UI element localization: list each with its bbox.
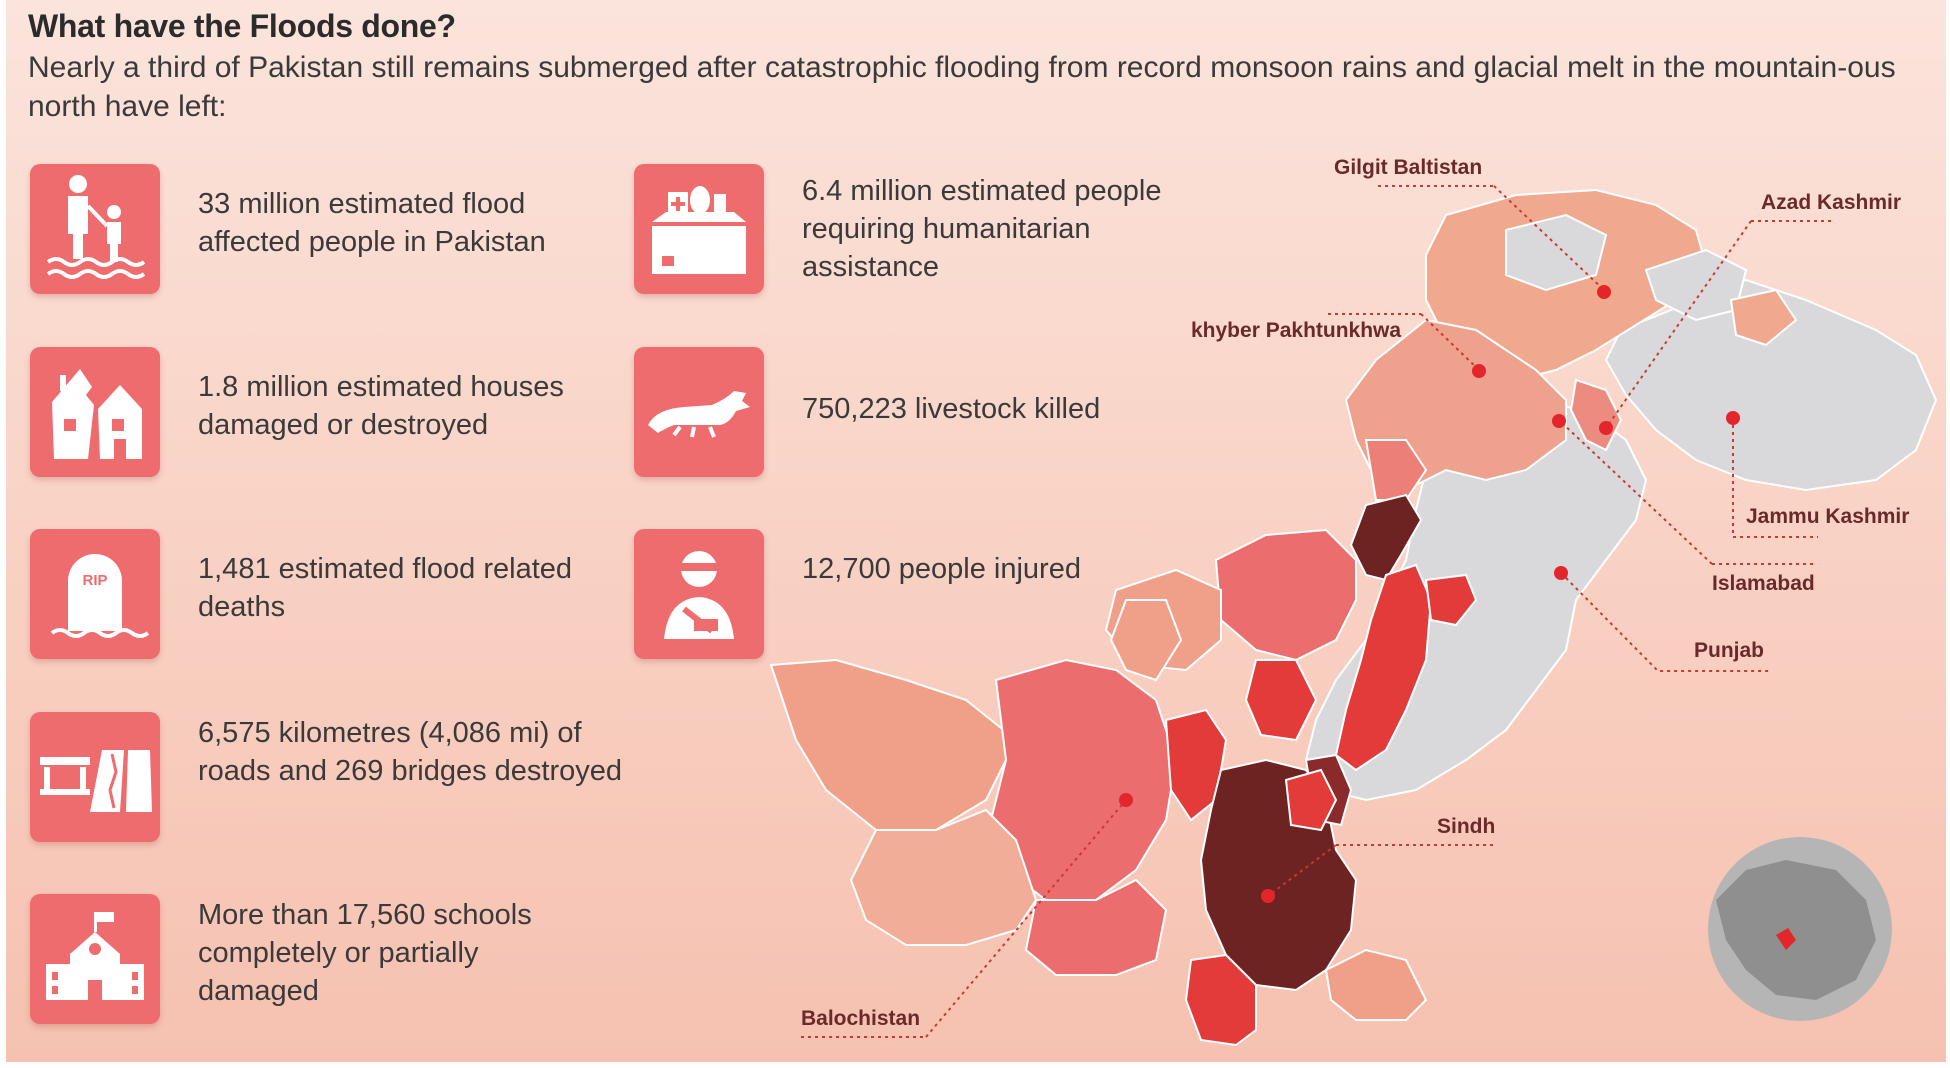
map-region-kp-extreme [1349,493,1423,582]
map-region-severe-east [1424,573,1478,627]
bridge-road-icon [30,712,160,842]
region-label-jammu-kashmir: Jammu Kashmir [1746,505,1909,528]
pin-balochistan [1119,793,1133,807]
map-region-balochistan-northlight [1109,599,1183,682]
infographic: What have the Floods done? Nearly a thir… [6,0,1946,1062]
callout-punjab: Punjab [1554,566,1771,672]
map-region-sindh-south-severe [1184,953,1257,1047]
stat-deaths-text: 1,481 estimated flood related deaths [198,553,573,623]
pin-islamabad [1552,414,1566,428]
map-region-sindh-east-severe [1284,768,1338,832]
map-region-kp-medium [1364,439,1428,501]
school-icon [30,894,160,1024]
stat-houses-text: 1.8 million estimated houses damaged or … [198,371,564,441]
stat-affected-text: 33 million estimated flood affected peop… [198,188,546,258]
aid-box-icon [634,164,764,294]
injured-person-icon [634,529,764,659]
region-label-khyber-pakhtunkhwa: khyber Pakhtunkhwa [1191,319,1401,342]
pin-gilgit-baltistan [1597,285,1611,299]
pin-punjab [1554,566,1568,580]
stat-roads-text: 6,575 kilometres (4,086 mi) of roads and… [198,717,623,787]
callout-khyber-pakhtunkhwa: khyber Pakhtunkhwa [1191,313,1486,378]
callout-sindh: Sindh [1261,815,1497,903]
map-region-balochistan-west [769,658,1018,831]
region-label-islamabad: Islamabad [1712,572,1815,595]
stat-schools-text: More than 17,560 schools completely or p… [198,899,532,1007]
map-region-central-severe [1244,659,1318,742]
map-region-balochistan-coast [1024,878,1168,976]
callout-gilgit-baltistan: Gilgit Baltistan [1334,156,1611,299]
map-region-gilgit-grey [1505,213,1608,292]
gravestone-text: RIP [82,572,107,589]
map-region-balochistan-light-south [849,808,1038,946]
pin-jammu-kashmir [1726,411,1740,425]
region-label-gilgit-baltistan: Gilgit Baltistan [1334,156,1482,179]
region-label-punjab: Punjab [1694,639,1764,662]
region-label-balochistan: Balochistan [801,1007,920,1030]
map-region-light-northeast [1729,288,1798,347]
stat-assistance-text: 6.4 million estimated people requiring h… [802,175,1162,283]
globe-inset [1708,837,1892,1021]
pakistan-flood-map: Gilgit Baltistan Azad Kashmir khyber Pak… [769,156,1938,1047]
page-title: What have the Floods done? [28,8,456,44]
callout-balochistan: Balochistan [801,793,1133,1038]
callout-jammu-kashmir: Jammu Kashmir [1726,411,1909,538]
map-region-central-medium [1214,528,1357,662]
pin-azad-kashmir [1599,421,1613,435]
wading-family-icon [30,164,160,294]
gravestone-icon: RIP [30,529,160,659]
dead-livestock-icon [634,347,764,477]
pin-sindh [1261,889,1275,903]
region-label-sindh: Sindh [1437,815,1495,838]
stat-livestock-text: 750,223 livestock killed [802,393,1101,425]
callout-islamabad: Islamabad [1552,414,1816,595]
page-subtitle: Nearly a third of Pakistan still remains… [28,51,1896,123]
collapsed-house-icon [30,347,160,477]
stat-injured-text: 12,700 people injured [802,553,1081,585]
map-region-sindh-southeast-light [1324,948,1428,1021]
callout-azad-kashmir: Azad Kashmir [1599,191,1901,435]
region-label-azad-kashmir: Azad Kashmir [1761,191,1901,214]
pin-khyber-pakhtunkhwa [1472,364,1486,378]
